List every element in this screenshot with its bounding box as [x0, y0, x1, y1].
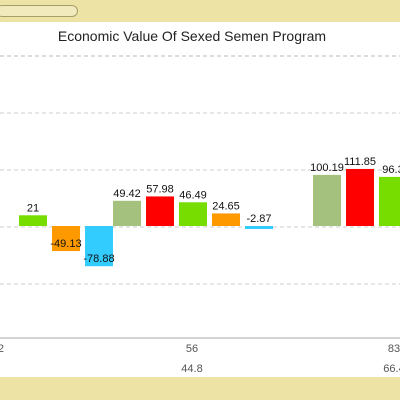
- x-tick-label-secondary: 44.8: [181, 363, 202, 375]
- data-label: 21: [27, 202, 39, 214]
- bar: [85, 226, 113, 267]
- bar: [313, 174, 341, 226]
- x-tick-label: 2: [0, 343, 4, 355]
- bar: [146, 196, 174, 226]
- data-label: 96.3: [382, 164, 400, 176]
- bar: [346, 168, 374, 226]
- bar: [179, 202, 207, 226]
- bar: [245, 226, 273, 229]
- bar: [212, 213, 240, 226]
- data-label: 24.65: [212, 200, 240, 212]
- data-label: -78.88: [83, 253, 114, 265]
- x-tick-label: 56: [186, 343, 198, 355]
- bar: [52, 226, 80, 252]
- bar: [19, 215, 47, 226]
- horizontal-scrollbar[interactable]: [0, 5, 78, 17]
- data-label: 57.98: [146, 183, 174, 195]
- bar: [113, 200, 141, 226]
- data-label: 100.19: [310, 162, 344, 174]
- chart-title: Economic Value Of Sexed Semen Program: [57, 28, 327, 44]
- bar: [379, 176, 400, 226]
- x-tick-label: 83: [388, 343, 400, 355]
- data-label: 111.85: [344, 156, 376, 168]
- bottom-bar: [0, 377, 400, 400]
- top-toolbar: [0, 0, 400, 22]
- data-label: -49.13: [50, 238, 81, 250]
- data-label: -2.87: [246, 213, 271, 225]
- x-tick-label-secondary: 66.4: [383, 363, 400, 375]
- data-label: 46.49: [179, 189, 207, 201]
- bar-chart: 21 -49.13-78.88 49.42 57.98 46.49 24.65 -2.87 1…: [0, 55, 400, 375]
- data-label: 49.42: [113, 188, 141, 200]
